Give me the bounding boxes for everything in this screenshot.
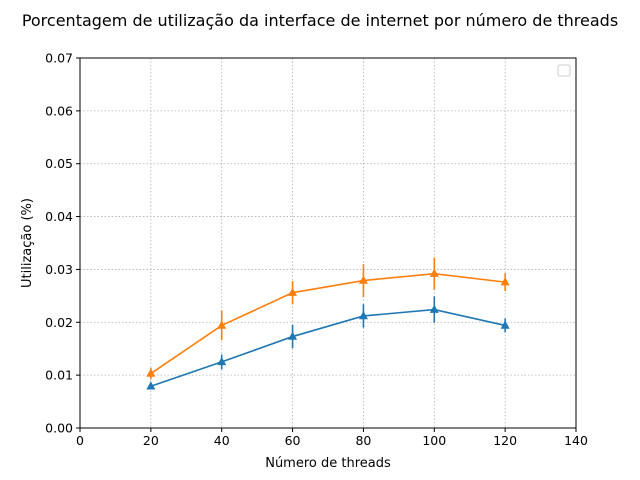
y-tick-label: 0.01	[45, 368, 73, 383]
data-point	[358, 310, 368, 320]
data-point	[146, 368, 156, 377]
data-point	[500, 320, 510, 329]
series-2	[146, 257, 510, 380]
data-point	[288, 331, 298, 340]
x-tick-label: 60	[285, 433, 301, 448]
series-layer	[146, 257, 510, 390]
x-tick-label: 40	[214, 433, 230, 448]
chart-title: Porcentagem de utilização da interface d…	[22, 11, 618, 30]
x-tick-label: 20	[143, 433, 159, 448]
y-axis-label: Utilização (%)	[20, 198, 35, 288]
data-point	[288, 287, 298, 296]
y-tick-label: 0.07	[45, 51, 73, 66]
data-point	[358, 275, 368, 284]
data-point	[217, 356, 227, 366]
data-point	[429, 268, 439, 277]
data-point	[500, 277, 510, 286]
x-tick-label: 0	[76, 433, 84, 448]
series-1	[146, 296, 510, 390]
y-tick-label: 0.00	[45, 421, 73, 436]
series-line	[150, 272, 506, 375]
x-tick-label: 80	[355, 433, 371, 448]
y-tick-label: 0.04	[45, 209, 73, 224]
x-axis-label: Número de threads	[265, 456, 391, 471]
x-tick-label: 100	[422, 433, 446, 448]
x-tick-label: 120	[493, 433, 517, 448]
series-line	[150, 308, 506, 387]
y-tick-label: 0.06	[45, 103, 73, 118]
data-point	[429, 304, 439, 313]
y-tick-label: 0.05	[45, 156, 73, 171]
y-tick-label: 0.02	[45, 315, 73, 330]
data-point	[217, 320, 227, 329]
axes: 0 20 40 60 80 100 120 140 0.00 0.01 0.02 0.03 0.04 0.…	[45, 51, 588, 449]
x-tick-label: 140	[564, 433, 588, 448]
legend-box	[557, 64, 571, 77]
data-point	[146, 381, 156, 390]
y-tick-label: 0.03	[45, 262, 73, 277]
plot-frame	[79, 57, 577, 429]
